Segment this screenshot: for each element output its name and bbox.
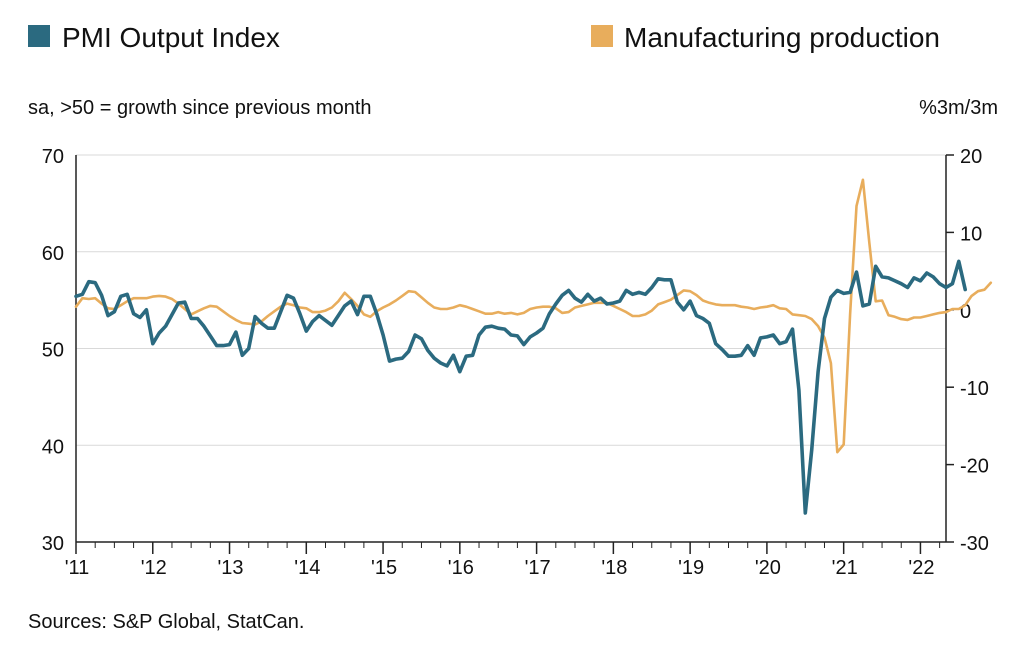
legend-label-pmi: PMI Output Index <box>62 22 280 53</box>
x-tick-label: '14 <box>294 557 320 579</box>
x-tick-label: '21 <box>832 557 858 579</box>
plot-area <box>74 178 993 515</box>
series-line-production <box>74 178 993 454</box>
x-tick-label: '17 <box>525 557 551 579</box>
right-tick-label: 10 <box>960 223 982 245</box>
x-tick-label: '20 <box>755 557 781 579</box>
right-tick-label: -30 <box>960 533 989 555</box>
subtitle-left: sa, >50 = growth since previous month <box>28 97 372 119</box>
left-tick-label: 60 <box>42 243 64 265</box>
x-tick-label: '15 <box>371 557 397 579</box>
x-tick-label: '16 <box>448 557 474 579</box>
left-tick-label: 30 <box>42 533 64 555</box>
x-tick-label: '19 <box>678 557 704 579</box>
right-tick-label: 0 <box>960 301 971 323</box>
right-tick-label: -20 <box>960 456 989 478</box>
x-tick-label: '13 <box>217 557 243 579</box>
series-line-pmi <box>74 259 968 515</box>
legend-swatch-production <box>591 25 613 47</box>
subtitle-right: %3m/3m <box>919 97 998 119</box>
left-tick-label: 50 <box>42 340 64 362</box>
right-axis: -30 -20 -10 0 10 20 <box>946 146 989 555</box>
x-tick-label: '18 <box>601 557 627 579</box>
x-tick-label: '11 <box>65 557 90 579</box>
right-tick-label: 20 <box>960 146 982 168</box>
legend-label-production: Manufacturing production <box>624 22 940 53</box>
source-note: Sources: S&P Global, StatCan. <box>28 611 304 633</box>
left-axis: 30 40 50 60 70 <box>42 146 64 555</box>
right-tick-label: -10 <box>960 378 989 400</box>
x-tick-label: '22 <box>908 557 934 579</box>
x-axis: '11 '12 '13 '14 '15 '16 '17 '18 '19 '20 '21 '22 <box>65 155 947 579</box>
left-tick-label: 40 <box>42 436 64 458</box>
left-tick-label: 70 <box>42 146 64 168</box>
legend: PMI Output Index Manufacturing productio… <box>28 22 940 53</box>
legend-swatch-pmi <box>28 25 50 47</box>
x-tick-label: '12 <box>141 557 167 579</box>
